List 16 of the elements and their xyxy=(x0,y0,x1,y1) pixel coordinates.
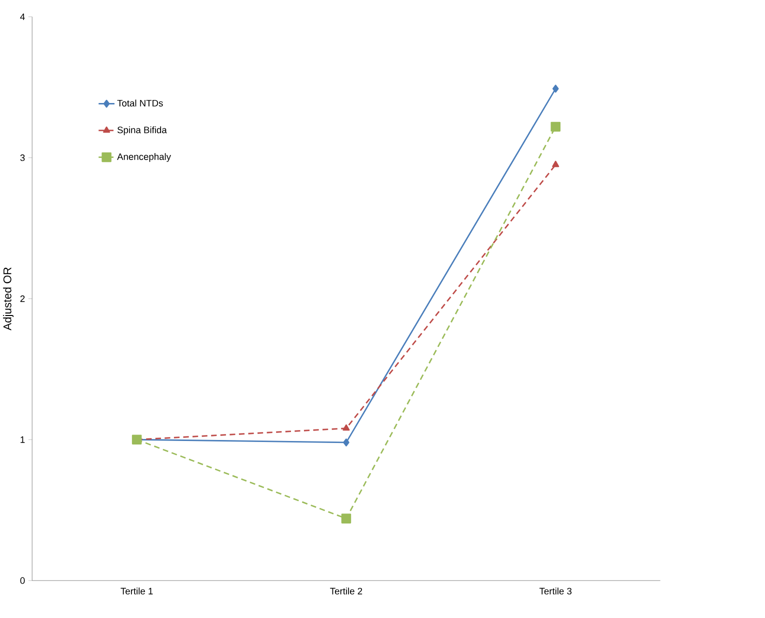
y-tick-label: 2 xyxy=(20,295,25,302)
y-tick-label: 1 xyxy=(20,436,25,443)
point xyxy=(550,122,560,132)
legend-label: Spina Bifida xyxy=(117,126,167,136)
y-tick-label: 3 xyxy=(20,154,25,162)
legend-label: Total NTDs xyxy=(117,100,163,107)
x-tick-label: Tertile 3 xyxy=(539,588,572,594)
y-tick-label: 4 xyxy=(20,14,25,20)
point xyxy=(343,438,350,446)
legend-label: Anencephaly xyxy=(117,153,171,162)
point xyxy=(552,84,559,93)
point xyxy=(341,514,352,524)
x-tick-label: Tertile 2 xyxy=(330,588,362,594)
y-tick-label: 0 xyxy=(20,577,25,584)
y-axis-title: Adjusted OR xyxy=(3,268,14,330)
x-tick-label: Tertile 1 xyxy=(120,588,153,594)
